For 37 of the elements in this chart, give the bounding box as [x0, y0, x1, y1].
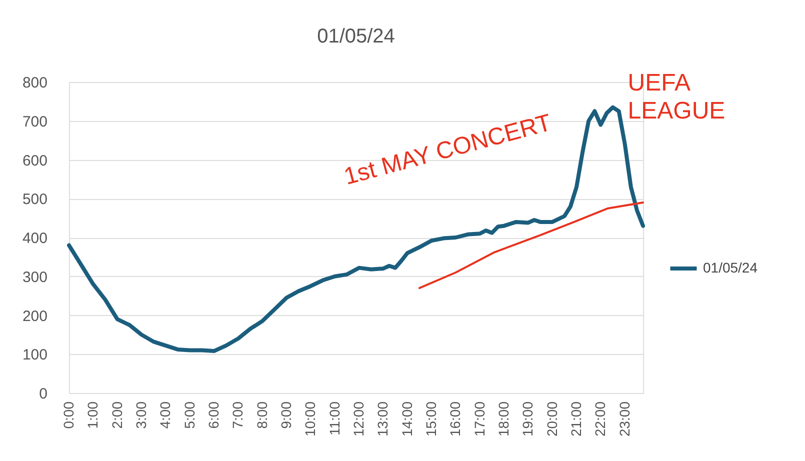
x-tick-label: 4:00	[157, 401, 174, 429]
x-tick-label: 7:00	[230, 401, 246, 429]
x-tick-label: 13:00	[374, 401, 391, 437]
x-tick-label: 8:00	[254, 401, 270, 429]
line-series	[418, 202, 644, 290]
legend-label: 01/05/24	[703, 260, 758, 276]
x-tick-label: 23:00	[616, 401, 632, 437]
x-tick-label: 5:00	[181, 401, 198, 429]
x-tick-label: 21:00	[568, 401, 584, 437]
chart-title: 01/05/24	[317, 25, 395, 48]
x-tick-label: 1:00	[84, 401, 101, 429]
x-tick-label: 20:00	[544, 401, 560, 437]
x-tick-label: 2:00	[108, 401, 125, 429]
y-tick-label: 0	[39, 386, 48, 402]
x-tick-label: 12:00	[350, 401, 367, 437]
x-tick-label: 22:00	[592, 401, 608, 437]
y-tick-label: 600	[22, 152, 48, 170]
x-tick-label: 3:00	[133, 401, 150, 429]
y-tick-label: 400	[22, 230, 48, 247]
x-tick-label: 16:00	[447, 401, 464, 437]
y-tick-label: 800	[22, 74, 48, 92]
x-tick-label: 10:00	[302, 401, 318, 437]
y-tick-label: 100	[22, 346, 48, 364]
annotation: UEFA LEAGUE	[628, 69, 726, 124]
x-tick-label: 0:00	[60, 401, 76, 429]
x-tick-label: 6:00	[206, 401, 222, 429]
x-tick-label: 18:00	[496, 401, 512, 437]
y-tick-label: 300	[22, 268, 48, 286]
y-tick-label: 500	[22, 191, 48, 208]
x-tick-label: 11:00	[326, 401, 342, 436]
y-tick-label: 700	[22, 113, 48, 130]
x-tick-label: 19:00	[520, 401, 536, 437]
x-tick-label: 17:00	[471, 401, 488, 437]
y-tick-label: 200	[22, 308, 48, 325]
x-tick-label: 9:00	[278, 401, 294, 429]
x-tick-label: 15:00	[423, 401, 440, 437]
x-tick-label: 14:00	[398, 401, 415, 437]
